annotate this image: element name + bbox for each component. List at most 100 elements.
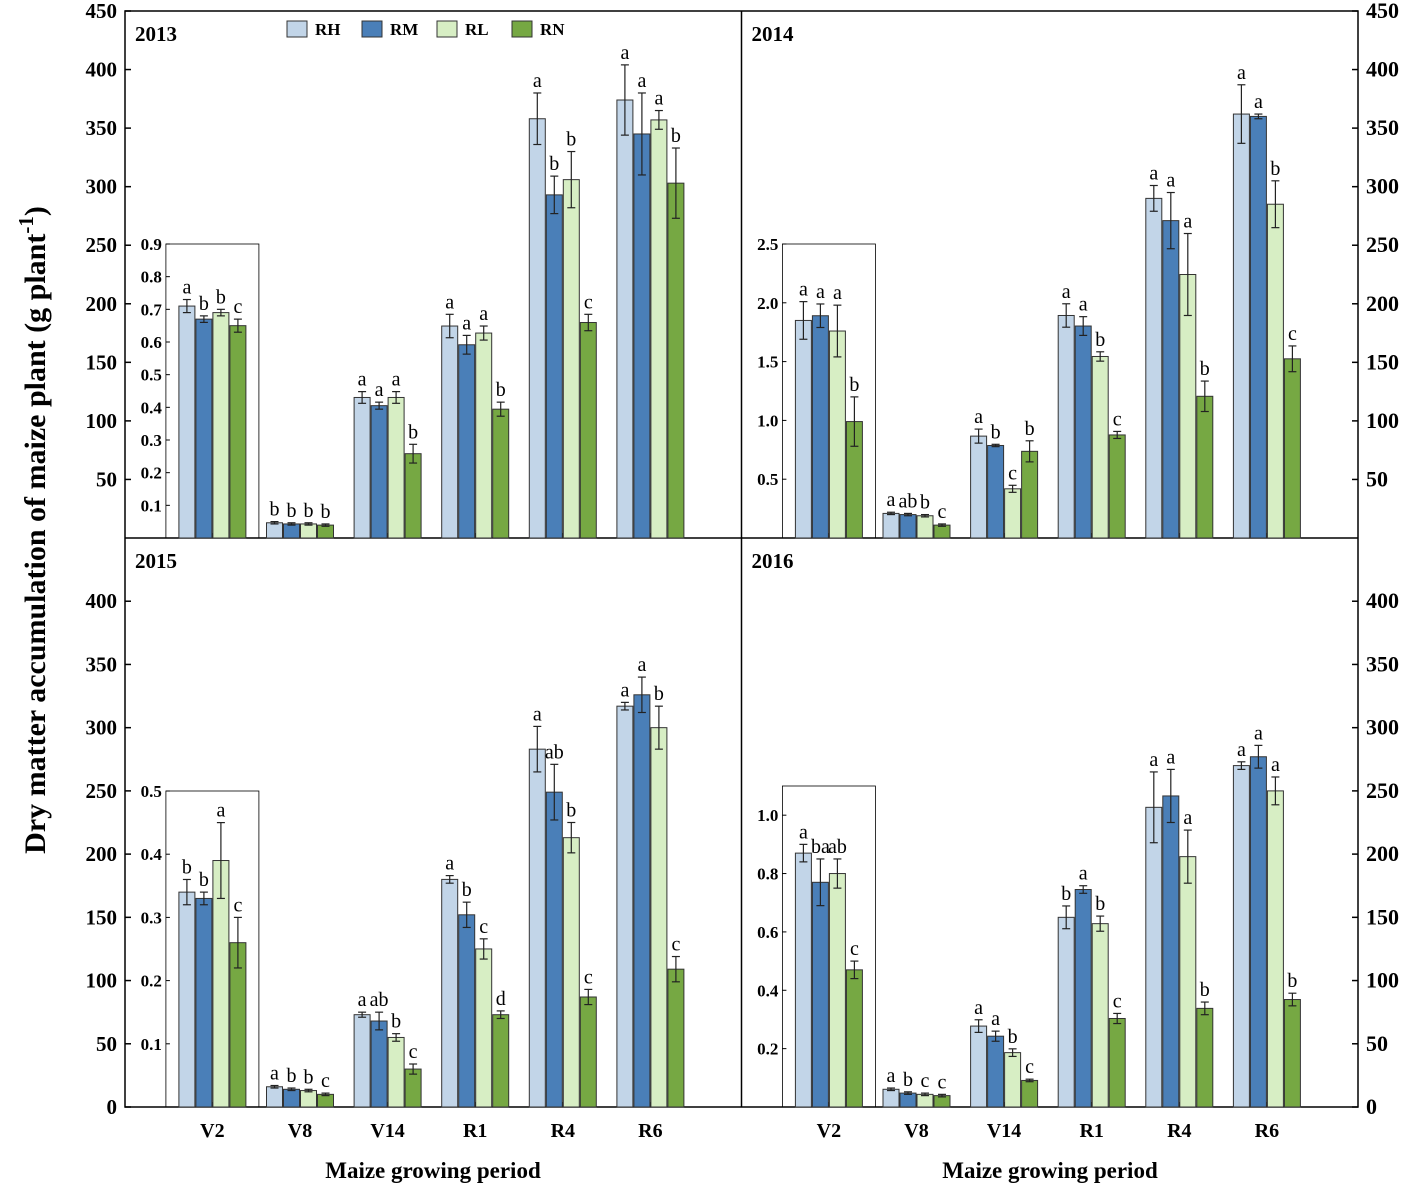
significance-letter: ab — [828, 836, 847, 858]
bar-RN-V8 — [317, 524, 334, 539]
bar-RL-V8 — [916, 1093, 934, 1108]
bar-RM-R1 — [458, 344, 476, 539]
significance-letter: b — [199, 293, 209, 315]
inset-y-tick-label: 0.5 — [757, 470, 778, 489]
significance-letter: a — [816, 281, 825, 303]
significance-letter: b — [920, 492, 930, 514]
y-tick-label: 100 — [86, 409, 118, 433]
significance-letter: a — [620, 42, 629, 64]
significance-letter: a — [533, 70, 542, 92]
significance-letter: a — [462, 312, 471, 334]
y-tick-label: 350 — [1366, 651, 1399, 676]
bar-RH-V8 — [266, 1086, 283, 1108]
significance-letter: c — [1113, 408, 1122, 430]
significance-letter: a — [1149, 749, 1158, 771]
significance-letter: a — [799, 821, 808, 843]
bar-RL-R6 — [1266, 790, 1284, 1108]
bar-RL-R1 — [475, 332, 493, 539]
y-tick-label: 250 — [1366, 232, 1399, 257]
panel-2013: 2013 50 100 150 200 250 300 350 400 450 0.1 0.2 0.3 0… — [86, 0, 685, 539]
bar-RH-V8 — [882, 512, 900, 539]
x-tick-label: R6 — [1255, 1120, 1279, 1142]
inset-y-tick-label: 2.0 — [757, 294, 778, 313]
significance-letter: a — [1271, 754, 1280, 776]
y-tick-label: 200 — [1366, 291, 1399, 316]
bar-RH-R1 — [441, 325, 459, 539]
bar-RM-R4 — [545, 194, 563, 539]
bar-RL-V8 — [300, 1090, 317, 1108]
bar-RM-R1 — [458, 914, 476, 1108]
significance-letter: b — [549, 153, 559, 175]
legend-swatch-RN — [511, 20, 533, 38]
inset-y-tick-label: 0.6 — [141, 333, 162, 352]
y-tick-label: 250 — [1366, 778, 1399, 803]
x-tick-label: R1 — [463, 1120, 487, 1142]
x-tick-label: V8 — [288, 1120, 312, 1142]
bar-RN-V14 — [1021, 450, 1039, 539]
inset-y-tick-label: 2.5 — [757, 235, 778, 254]
y-axis-label-text: Dry matter accumulation of maize plant (… — [19, 234, 52, 854]
y-tick-label: 300 — [1366, 174, 1399, 199]
bar-RL-R6 — [650, 119, 668, 539]
significance-letter: a — [479, 303, 488, 325]
significance-letter: b — [566, 800, 576, 822]
legend-swatch-RM — [361, 20, 383, 38]
significance-letter: ba — [811, 836, 830, 858]
bar-RH-V14 — [970, 1025, 988, 1108]
bar-RN-V2 — [845, 969, 863, 1108]
significance-letter: c — [1288, 323, 1297, 345]
bar-RM-V14 — [370, 405, 388, 539]
significance-letter: a — [637, 654, 646, 676]
significance-letter: c — [584, 291, 593, 313]
bar-RL-R6 — [1266, 203, 1284, 539]
bar-RL-R1 — [475, 948, 493, 1108]
bar-RN-R4 — [1196, 395, 1214, 539]
y-tick-label: 150 — [86, 905, 118, 929]
y-tick-label: 300 — [86, 175, 118, 199]
significance-letter: b — [1025, 418, 1035, 440]
bar-RH-R1 — [441, 878, 459, 1108]
significance-letter: b — [496, 379, 506, 401]
significance-letter: c — [409, 1041, 418, 1063]
significance-letter: b — [304, 500, 314, 522]
significance-letter: b — [304, 1066, 314, 1088]
significance-letter: a — [1079, 294, 1088, 316]
legend-label-RL: RL — [465, 20, 489, 39]
significance-letter: ab — [370, 989, 389, 1011]
significance-letter: a — [1166, 746, 1175, 768]
significance-letter: c — [479, 916, 488, 938]
bar-RN-R1 — [492, 1014, 510, 1108]
significance-letter: c — [321, 1070, 330, 1092]
x-tick-label: R1 — [1079, 1120, 1103, 1142]
panel-2014: 2014 50 100 150 200 250 300 350 400 450 0.5 1.0 1.5 2… — [752, 0, 1399, 539]
bar-RL-V2 — [828, 330, 846, 539]
bar-RM-R4 — [545, 791, 563, 1108]
significance-letter: a — [1062, 281, 1071, 303]
bar-RH-R4 — [528, 748, 546, 1108]
y-tick-label: 400 — [1366, 57, 1399, 82]
inset-y-tick-label: 0.5 — [141, 366, 162, 385]
significance-letter: a — [637, 70, 646, 92]
bar-RH-R6 — [616, 99, 634, 539]
bar-RN-R6 — [1283, 358, 1301, 539]
significance-letter: ab — [545, 741, 564, 763]
y-tick-label: 250 — [86, 233, 118, 257]
inset-y-tick-label: 0.9 — [141, 235, 162, 254]
bar-RN-V8 — [933, 524, 951, 539]
panel-year-label: 2015 — [135, 549, 177, 573]
y-tick-label: 200 — [86, 842, 118, 866]
significance-letter: c — [584, 966, 593, 988]
significance-letter: a — [887, 489, 896, 511]
bar-RM-R6 — [633, 694, 651, 1108]
significance-letter: b — [903, 1069, 913, 1091]
significance-letter: c — [671, 934, 680, 956]
bar-RL-R4 — [562, 837, 580, 1108]
x-tick-label: V14 — [370, 1120, 404, 1142]
y-tick-label: 350 — [86, 116, 118, 140]
bar-RH-R1 — [1057, 916, 1075, 1108]
inset-y-tick-label: 0.6 — [757, 923, 778, 942]
significance-letter: a — [375, 379, 384, 401]
significance-letter: b — [287, 500, 297, 522]
significance-letter: b — [216, 286, 226, 308]
